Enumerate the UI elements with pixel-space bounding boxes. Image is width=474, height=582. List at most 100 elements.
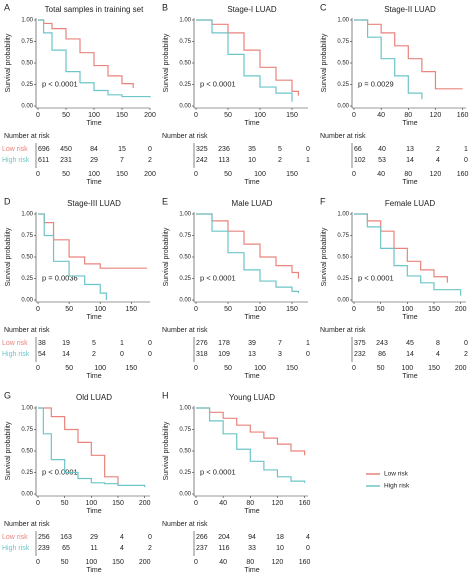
risk-count: 113 <box>218 157 229 164</box>
risk-count: 84 <box>90 146 98 153</box>
risk-count: 10 <box>276 545 284 552</box>
table-x-tick-label: 40 <box>219 559 227 566</box>
risk-row-label: High risk <box>2 157 30 164</box>
table-x-tick-label: 150 <box>286 365 298 372</box>
p-value: p < 0.0001 <box>42 467 78 476</box>
risk-count: 65 <box>62 545 70 552</box>
panel-label: G <box>4 390 11 400</box>
risk-count: 11 <box>90 545 97 552</box>
x-tick-label: 100 <box>88 112 100 119</box>
survival-curve <box>196 213 299 279</box>
risk-count: 1 <box>306 340 310 347</box>
y-axis-label: Survival probability <box>163 421 170 480</box>
risk-count: 0 <box>464 340 468 347</box>
x-tick-label: 50 <box>61 500 69 507</box>
panel-label: F <box>320 196 326 206</box>
y-tick-label: 0.00 <box>337 104 349 110</box>
risk-table-title: Number at risk <box>320 327 366 334</box>
panel-label: D <box>4 196 11 206</box>
risk-count: 0 <box>148 340 152 347</box>
x-tick-label: 0 <box>194 306 198 313</box>
risk-count: 2 <box>464 351 468 358</box>
risk-count: 86 <box>378 351 386 358</box>
table-x-tick-label: 200 <box>144 171 156 178</box>
y-axis-label: Survival probability <box>163 227 170 286</box>
risk-count: 35 <box>248 146 256 153</box>
risk-count: 109 <box>218 351 230 358</box>
x-tick-label: 50 <box>62 112 70 119</box>
x-tick-label: 100 <box>254 306 266 313</box>
x-tick-label: 160 <box>457 112 469 119</box>
risk-count: 2 <box>436 146 440 153</box>
x-tick-label: 200 <box>144 112 156 119</box>
risk-count: 276 <box>196 340 208 347</box>
y-axis-label: Survival probability <box>321 227 328 286</box>
x-tick-label: 0 <box>352 112 356 119</box>
x-tick-label: 80 <box>246 500 254 507</box>
risk-count: 236 <box>218 146 230 153</box>
risk-row-label: High risk <box>2 351 30 358</box>
table-x-tick-label: 40 <box>377 171 385 178</box>
legend-label: Low risk <box>384 471 409 478</box>
x-tick-label: 50 <box>65 306 73 313</box>
risk-count: 15 <box>118 146 126 153</box>
table-x-tick-label: 200 <box>455 365 467 372</box>
risk-count: 0 <box>306 146 310 153</box>
survival-curve <box>38 19 134 88</box>
y-axis-label: Survival probability <box>163 33 170 92</box>
risk-count: 325 <box>196 146 208 153</box>
y-tick-label: 1.00 <box>179 18 191 24</box>
panel-label: C <box>320 2 327 12</box>
risk-count: 0 <box>148 534 152 541</box>
risk-count: 266 <box>196 534 208 541</box>
y-tick-label: 0.25 <box>21 470 33 476</box>
x-axis-label: Time <box>244 120 259 127</box>
risk-count: 33 <box>248 545 256 552</box>
risk-count: 94 <box>248 534 256 541</box>
survival-curve <box>38 407 119 486</box>
risk-count: 2 <box>278 157 282 164</box>
x-tick-label: 100 <box>254 112 266 119</box>
risk-table-title: Number at risk <box>4 133 50 140</box>
y-tick-label: 0.50 <box>179 61 191 67</box>
x-tick-label: 50 <box>224 306 232 313</box>
risk-count: 0 <box>306 545 310 552</box>
chart-title: Old LUAD <box>76 393 112 402</box>
table-x-tick-label: 80 <box>404 171 412 178</box>
p-value: p = 0.0036 <box>42 273 78 282</box>
risk-count: 39 <box>248 340 256 347</box>
x-tick-label: 0 <box>36 112 40 119</box>
risk-count: 5 <box>278 146 282 153</box>
risk-count: 2 <box>148 157 152 164</box>
x-tick-label: 120 <box>430 112 442 119</box>
risk-count: 239 <box>38 545 50 552</box>
table-x-tick-label: 100 <box>88 171 100 178</box>
x-tick-label: 150 <box>286 112 298 119</box>
risk-count: 0 <box>464 157 468 164</box>
x-tick-label: 0 <box>36 500 40 507</box>
table-x-tick-label: 150 <box>125 365 137 372</box>
table-x-tick-label: 100 <box>401 365 413 372</box>
x-tick-label: 40 <box>219 500 227 507</box>
table-x-tick-label: 160 <box>457 171 469 178</box>
risk-table-title: Number at risk <box>4 327 50 334</box>
risk-count: 54 <box>38 351 46 358</box>
survival-curve <box>196 407 306 456</box>
y-tick-label: 0.00 <box>179 298 191 304</box>
table-x-axis-label: Time <box>244 179 259 186</box>
y-tick-label: 0.00 <box>21 104 33 110</box>
x-axis-label: Time <box>86 314 101 321</box>
chart-title: Stage-II LUAD <box>384 5 436 14</box>
y-tick-label: 0.75 <box>21 39 33 45</box>
table-x-tick-label: 0 <box>36 171 40 178</box>
survival-curve <box>354 213 462 296</box>
risk-count: 0 <box>148 351 152 358</box>
x-tick-label: 150 <box>428 306 440 313</box>
panel-label: E <box>162 196 168 206</box>
risk-count: 29 <box>90 157 98 164</box>
x-tick-label: 150 <box>286 306 298 313</box>
risk-table-title: Number at risk <box>162 521 208 528</box>
risk-count: 13 <box>406 146 414 153</box>
table-x-tick-label: 100 <box>94 365 106 372</box>
y-tick-label: 0.00 <box>21 492 33 498</box>
